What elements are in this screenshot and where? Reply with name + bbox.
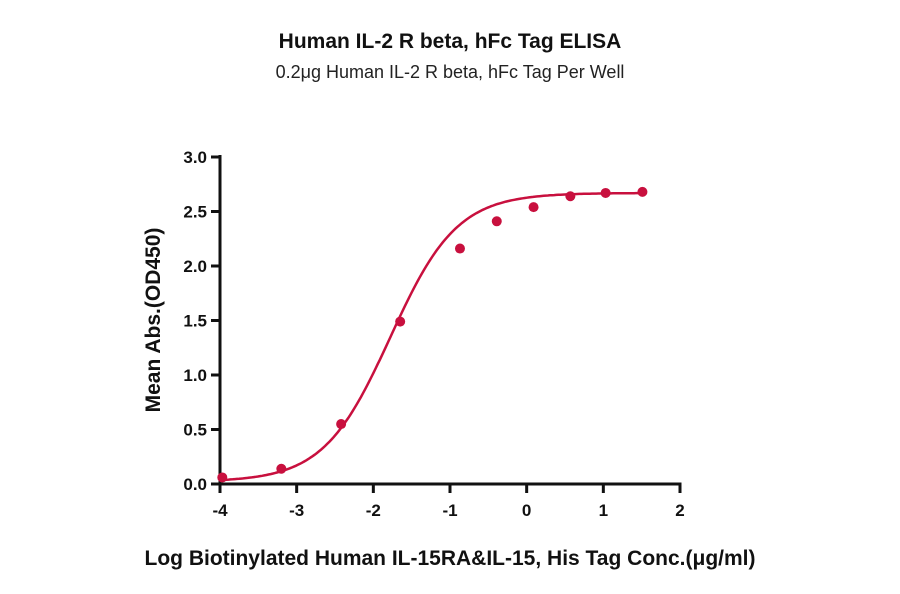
y-tick-label: 2.5 <box>183 203 207 222</box>
y-tick-label: 1.0 <box>183 366 207 385</box>
chart-subtitle: 0.2μg Human IL-2 R beta, hFc Tag Per Wel… <box>275 62 625 82</box>
data-point <box>454 243 465 254</box>
x-tick-label: -4 <box>212 501 228 520</box>
x-tick-label: 2 <box>675 501 684 520</box>
y-tick-label: 0.5 <box>183 421 207 440</box>
y-tick-label: 3.0 <box>183 148 207 167</box>
fit-curve <box>222 191 643 482</box>
data-point <box>528 202 539 213</box>
x-tick-label: 1 <box>599 501 608 520</box>
data-point <box>395 316 406 327</box>
y-tick-label: 0.0 <box>183 475 207 494</box>
x-tick-label: -3 <box>289 501 304 520</box>
data-point <box>276 463 287 474</box>
chart-title: Human IL-2 R beta, hFc Tag ELISA <box>278 30 622 53</box>
data-point <box>217 472 228 483</box>
y-axis-label: Mean Abs.(OD450) <box>142 228 165 413</box>
x-axis-label: Log Biotinylated Human IL-15RA&IL-15, Hi… <box>145 547 756 570</box>
data-point <box>565 191 576 202</box>
data-point <box>600 187 611 198</box>
x-tick-label: -2 <box>366 501 381 520</box>
y-tick-label: 2.0 <box>183 257 207 276</box>
x-tick-label: 0 <box>522 501 531 520</box>
data-point <box>637 186 648 197</box>
y-tick-label: 1.5 <box>183 312 207 331</box>
x-tick-label: -1 <box>442 501 457 520</box>
data-point <box>491 216 502 227</box>
data-point <box>336 419 347 430</box>
